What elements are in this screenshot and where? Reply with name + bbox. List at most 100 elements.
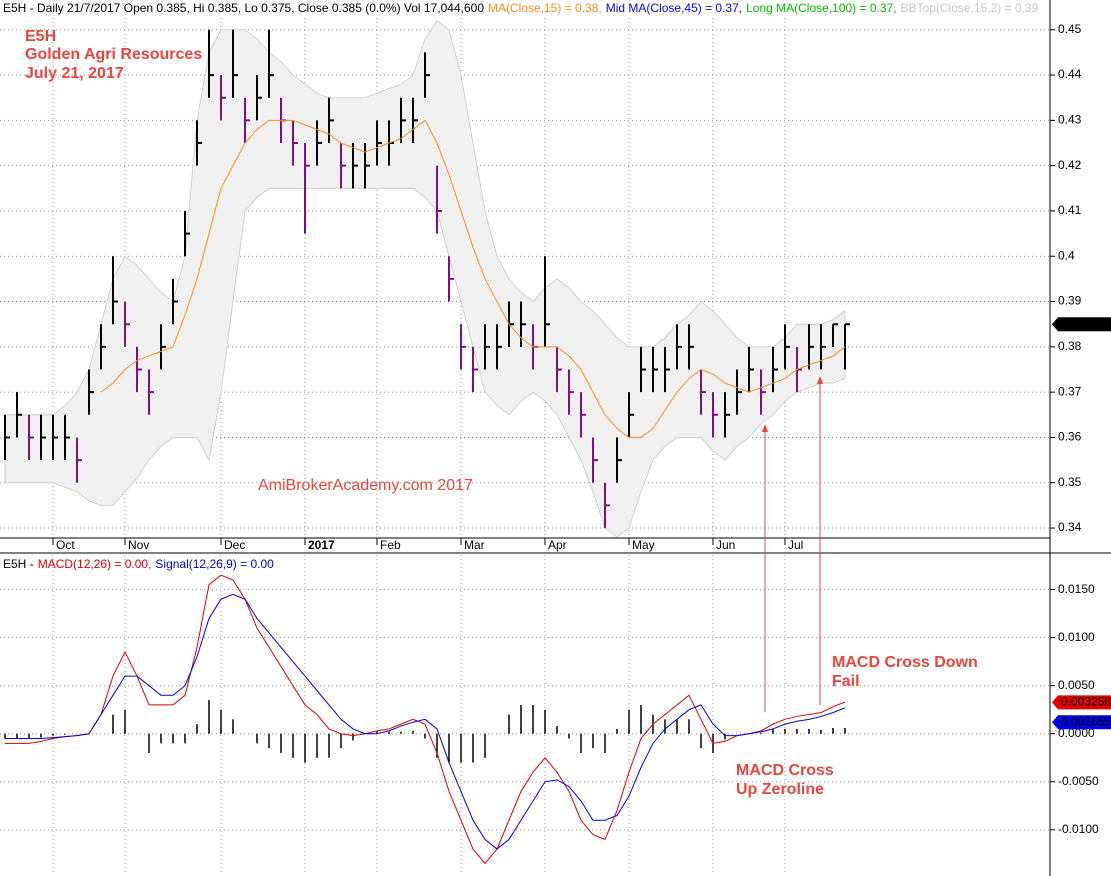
y-tick-label: 0.42 (1058, 158, 1082, 172)
price-bar (4, 414, 10, 461)
y-tick-label: 0.37 (1058, 384, 1082, 398)
legend-entry: Mid MA(Close,45) = 0.37, (606, 1, 742, 15)
x-tick-label: Apr (548, 538, 567, 552)
price-bar (664, 346, 670, 393)
price-bar (64, 414, 70, 461)
price-bar (472, 346, 478, 393)
watermark: AmiBrokerAcademy.com 2017 (258, 477, 473, 494)
annotation: MACD Cross Down (832, 654, 978, 671)
arrows (762, 376, 823, 712)
y-tick-label: 0.41 (1058, 203, 1082, 217)
bollinger-band (4, 20, 846, 538)
price-bar (592, 437, 598, 483)
price-bar (496, 324, 502, 370)
price-bar (400, 97, 406, 144)
price-bar (88, 369, 94, 415)
last-value-tag (1052, 715, 1111, 730)
y-tick-label: -0.0050 (1058, 774, 1099, 788)
y-tick-label: 0.45 (1058, 22, 1082, 36)
x-tick-label: Mar (464, 538, 485, 552)
header-title: E5H - (3, 557, 34, 571)
macd-line (5, 593, 846, 850)
price-bar (652, 346, 658, 393)
price-bar (172, 278, 178, 325)
price-bar (376, 120, 382, 166)
x-tick-label: Oct (56, 538, 75, 552)
price-bar (304, 143, 310, 234)
price-bar (244, 97, 250, 144)
price-bar (136, 346, 142, 393)
price-bar (688, 324, 694, 370)
price-bar (520, 301, 526, 347)
price-bar (484, 324, 490, 370)
y-tick-label: 0.34 (1058, 520, 1082, 534)
annotation: Golden Agri Resources (25, 46, 202, 63)
price-bar (112, 256, 118, 325)
price-bar (676, 324, 682, 370)
price-bar (724, 392, 730, 438)
last-value-tag (1052, 695, 1111, 710)
annotation: Fail (832, 673, 860, 690)
last-value-tag (1052, 317, 1111, 332)
price-bar (196, 120, 202, 166)
price-bar (580, 392, 586, 438)
y-tick-label: 0.36 (1058, 430, 1082, 444)
y-tick-label: 0.4 (1058, 248, 1075, 262)
price-bar (412, 97, 418, 144)
annotation: MACD Cross (736, 762, 834, 779)
annotation: Up Zeroline (736, 781, 824, 798)
price-bar (604, 482, 610, 529)
price-bar (544, 256, 550, 347)
moving-average (100, 119, 846, 438)
macd-line (5, 574, 846, 865)
annotation: E5H (25, 28, 56, 45)
y-tick-label: 0.39 (1058, 294, 1082, 308)
price-bar (328, 97, 334, 144)
legend-entry: MA(Close,15) = 0.38, (488, 1, 602, 15)
arrow-head (817, 376, 823, 384)
last-value-label: 0.385 (1061, 316, 1091, 330)
annotation: July 21, 2017 (25, 65, 124, 82)
price-bar (40, 414, 46, 461)
header-title: E5H - Daily 21/7/2017 Open 0.385, Hi 0.3… (3, 1, 484, 15)
price-bar (268, 29, 274, 98)
legend-entry: Signal(12,26,9) = 0.00 (155, 557, 274, 571)
x-tick-label: Dec (224, 538, 245, 552)
price-bar (208, 29, 214, 98)
price-bar (820, 324, 826, 370)
y-tick-label: 0.0050 (1058, 678, 1095, 692)
price-bar (124, 301, 130, 347)
price-bar (616, 437, 622, 483)
x-tick-label: Jul (788, 538, 803, 552)
price-bar (232, 29, 238, 98)
price-bar (52, 414, 58, 461)
price-bar (256, 75, 262, 121)
price-bar (640, 346, 646, 393)
price-bar (808, 324, 814, 370)
price-bar (760, 369, 766, 415)
y-tick-label: -0.0100 (1058, 822, 1099, 836)
y-tick-label: 0.35 (1058, 475, 1082, 489)
price-bar (772, 346, 778, 393)
price-bar (460, 324, 466, 370)
price-bar (844, 323, 850, 370)
price-bar (784, 324, 790, 370)
price-bar (28, 414, 34, 461)
price-bar (436, 165, 442, 234)
y-tick-label: 0.0100 (1058, 630, 1095, 644)
price-bar (700, 369, 706, 415)
price-bar (556, 346, 562, 393)
legend-entry: Long MA(Close,100) = 0.37, (746, 1, 896, 15)
chart-header: E5H - MACD(12,26) = 0.00, Signal(12,26,9) … (3, 557, 274, 571)
y-tick-label: 0.0000 (1058, 726, 1095, 740)
price-bar (316, 120, 322, 166)
price-bar (148, 369, 154, 415)
price-bar (448, 256, 454, 302)
price-bar (352, 143, 358, 189)
y-tick-label: 0.44 (1058, 67, 1082, 81)
x-tick-label: 2017 (308, 538, 335, 552)
price-bar (424, 52, 430, 98)
price-bar (16, 392, 22, 438)
price-bar (220, 75, 226, 121)
